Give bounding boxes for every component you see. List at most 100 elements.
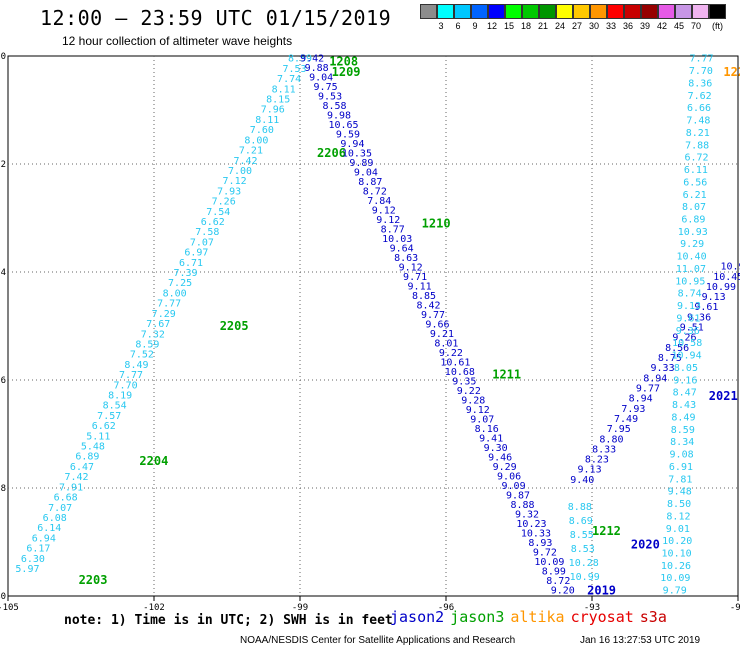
legend-swatch xyxy=(505,4,522,19)
right-track-b-value: 9.36 xyxy=(676,326,700,337)
x-tick-label: -99 xyxy=(292,603,308,613)
right-track-a-value: 9.26 xyxy=(672,333,696,344)
middle-track-value: 8.58 xyxy=(322,101,346,112)
legend-label: 12 xyxy=(486,21,497,31)
middle-track-value: 9.28 xyxy=(461,396,485,407)
middle-track-time-label: 1209 xyxy=(332,65,361,79)
left-track-value: 7.32 xyxy=(141,329,165,340)
middle-track-value: 9.94 xyxy=(340,139,364,150)
legend-label: 36 xyxy=(622,21,633,31)
right-track-b-value: 8.50 xyxy=(667,499,691,510)
right-track-b-value: 6.89 xyxy=(681,215,705,226)
legend-swatch xyxy=(539,4,556,19)
right-track-a-value: 9.33 xyxy=(651,363,675,374)
legend-unit: (ft) xyxy=(712,21,723,31)
left-track-value: 7.60 xyxy=(250,125,274,136)
left-track-value: 7.42 xyxy=(233,156,257,167)
legend-swatch xyxy=(420,4,437,19)
right-track-a-time-label: 2020 xyxy=(631,538,660,552)
right-track-b-value: 8.05 xyxy=(674,363,698,374)
left-track-value: 8.19 xyxy=(108,390,132,401)
left-track-value: 7.91 xyxy=(59,482,83,493)
right-track-b-value: 7.62 xyxy=(688,91,712,102)
legend-label: 9 xyxy=(472,21,478,31)
right-track-a-value: 9.13 xyxy=(578,465,602,476)
right-track-b-value: 7.88 xyxy=(685,140,709,151)
middle-track-value: 9.20 xyxy=(551,586,575,597)
middle-track-value: 8.87 xyxy=(358,177,382,188)
middle-track-value: 8.77 xyxy=(381,225,405,236)
left-track-value: 5.48 xyxy=(81,442,105,453)
right-track-b-value: 10.40 xyxy=(676,252,706,263)
map-frame xyxy=(7,55,739,597)
legend-swatch xyxy=(437,4,454,19)
middle-track-value: 9.09 xyxy=(502,481,526,492)
right-track-b-value: 8.59 xyxy=(671,425,695,436)
left-track-value: 8.11 xyxy=(272,84,296,95)
x-tick-label: -102 xyxy=(143,603,165,613)
middle-track-value: 9.98 xyxy=(327,111,351,122)
left-track-value: 5.11 xyxy=(86,431,110,442)
middle-track-value: 9.64 xyxy=(390,244,414,255)
left-track-value: 5.97 xyxy=(15,564,39,575)
left-track-value: 7.57 xyxy=(97,411,121,422)
right-track-a-value: 10.93 xyxy=(721,262,740,273)
y-tick-label: -34 xyxy=(0,268,6,278)
right-track-a-value: 9.51 xyxy=(680,323,704,334)
right-track-b-value: 8.07 xyxy=(682,202,706,213)
middle-track-value: 9.12 xyxy=(372,206,396,217)
middle-track-value: 8.93 xyxy=(528,538,552,549)
right-track-b-value: 8.47 xyxy=(673,388,697,399)
middle-track-value: 10.03 xyxy=(382,234,412,245)
left-track-value: 8.00 xyxy=(163,288,187,299)
right-track-b-value: 8.74 xyxy=(678,289,702,300)
middle-track-time-label: 1211 xyxy=(492,368,521,382)
satellite-jason3: jason3 xyxy=(450,608,505,626)
middle-track-time-label: 1210 xyxy=(422,216,451,230)
middle-track-value: 9.04 xyxy=(354,168,378,179)
right-track-b-value: 6.66 xyxy=(687,103,711,114)
middle-track-value: 9.72 xyxy=(533,548,557,559)
y-tick-label: -32 xyxy=(0,160,6,170)
left-track-value: 7.39 xyxy=(173,268,197,279)
extra-track-value: 8.53 xyxy=(571,544,595,555)
middle-track-value: 9.22 xyxy=(439,348,463,359)
left-track-value: 6.62 xyxy=(92,421,116,432)
left-track-value: 7.25 xyxy=(168,278,192,289)
left-track-value: 7.93 xyxy=(217,186,241,197)
middle-track-value: 8.16 xyxy=(475,424,499,435)
right-track-a-value: 7.95 xyxy=(607,424,631,435)
right-track-a-time-label: 2021 xyxy=(709,389,738,403)
left-track-value: 8.59 xyxy=(135,339,159,350)
right-track-a-value: 8.33 xyxy=(592,444,616,455)
y-tick-label: -36 xyxy=(0,376,6,386)
legend-label: 3 xyxy=(438,21,444,31)
legend-swatch xyxy=(624,4,641,19)
footer-note: note: 1) Time is in UTC; 2) SWH is in fe… xyxy=(64,613,393,628)
right-track-a-value: 7.49 xyxy=(614,414,638,425)
satellite-jason2: jason2 xyxy=(390,608,445,626)
legend-swatch xyxy=(641,4,658,19)
legend-swatch xyxy=(454,4,471,19)
page-title: 12:00 — 23:59 UTC 01/15/2019 xyxy=(40,6,392,30)
right-track-b-value: 9.08 xyxy=(670,450,694,461)
right-track-b-time-label: 1223 xyxy=(723,65,740,79)
right-track-b-value: 11.07 xyxy=(676,264,706,275)
middle-track-value: 9.11 xyxy=(408,282,432,293)
legend-label: 30 xyxy=(588,21,599,31)
left-track-value: 8.15 xyxy=(266,95,290,106)
middle-track-value: 9.30 xyxy=(484,443,508,454)
middle-track-value: 9.87 xyxy=(506,491,530,502)
middle-track-value: 9.66 xyxy=(425,320,449,331)
middle-track-value: 9.75 xyxy=(314,82,338,93)
y-tick-label: -40 xyxy=(0,592,6,602)
middle-track-value: 9.12 xyxy=(466,405,490,416)
middle-track-value: 9.12 xyxy=(399,263,423,274)
satellite-cryosat: cryosat xyxy=(570,608,634,626)
right-track-a-value: 8.80 xyxy=(599,434,623,445)
footer-timestamp: Jan 16 13:27:53 UTC 2019 xyxy=(580,635,701,646)
left-track-value: 8.11 xyxy=(255,115,279,126)
right-track-b-value: 10.95 xyxy=(675,276,705,287)
right-track-b-value: 10.09 xyxy=(660,573,690,584)
right-track-b-value: 9.01 xyxy=(666,524,690,535)
